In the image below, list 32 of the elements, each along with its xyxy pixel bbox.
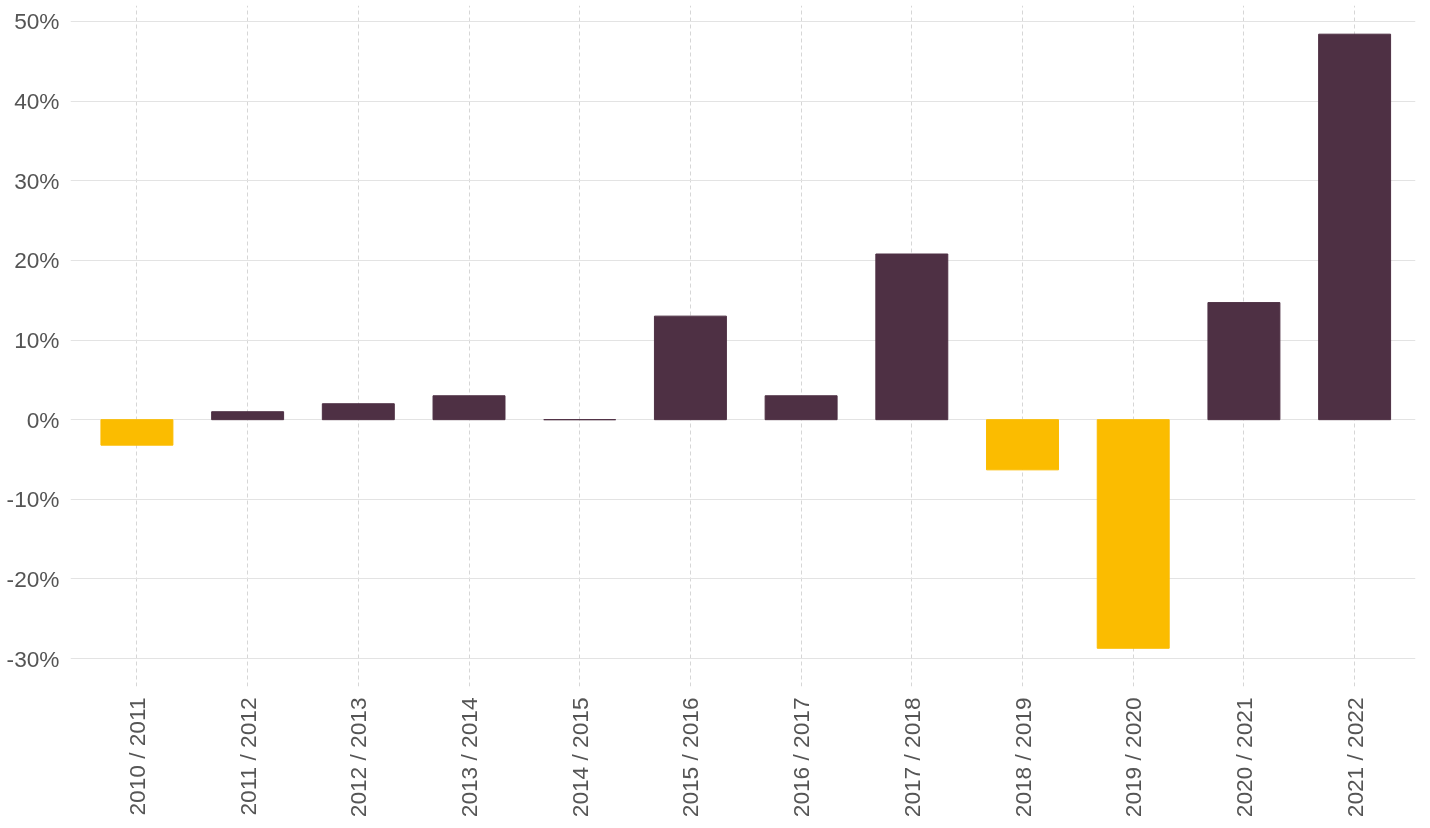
y-tick-label: -20% [6, 565, 60, 592]
x-tick-label: 2018 / 2019 [1009, 697, 1036, 818]
bar [211, 411, 285, 421]
y-tick-label: 20% [14, 247, 60, 274]
x-tick-label: 2014 / 2015 [566, 697, 593, 818]
x-tick-label: 2019 / 2020 [1120, 697, 1147, 818]
x-tick-label: 2017 / 2018 [898, 697, 925, 818]
y-tick-label: 0% [26, 406, 60, 433]
x-tick-label: 2010 / 2011 [123, 697, 150, 816]
x-tick-label: 2021 / 2022 [1341, 697, 1368, 818]
y-tick-label: -10% [6, 486, 60, 513]
y-tick-label: 30% [14, 167, 60, 194]
bar [1318, 33, 1392, 421]
x-tick-label: 2013 / 2014 [456, 697, 483, 818]
bar [986, 419, 1059, 471]
bar [1096, 419, 1170, 649]
y-tick-label: -30% [6, 645, 60, 672]
x-tick-label: 2016 / 2017 [788, 697, 815, 818]
x-tick-label: 2011 / 2012 [234, 697, 261, 816]
x-tick-label: 2015 / 2016 [677, 697, 704, 818]
x-tick-label: 2012 / 2013 [345, 697, 372, 818]
bar [100, 419, 174, 446]
bar [1207, 302, 1281, 421]
y-tick-label: 10% [14, 327, 60, 354]
bar [653, 315, 727, 421]
bar [432, 395, 506, 421]
y-tick-label: 50% [14, 8, 60, 35]
bar [321, 403, 395, 421]
bar [875, 253, 949, 421]
bar [764, 395, 838, 421]
y-tick-label: 40% [14, 88, 60, 115]
x-tick-label: 2020 / 2021 [1230, 697, 1257, 818]
